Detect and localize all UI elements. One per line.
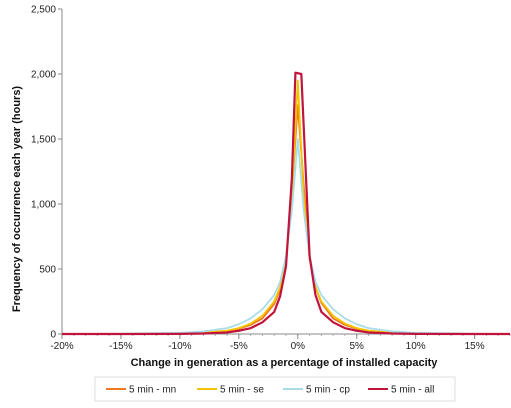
series-line-4 bbox=[62, 71, 510, 336]
x-tick-label: -20% bbox=[50, 341, 73, 352]
y-tick-label: 2,000 bbox=[31, 70, 56, 81]
x-tick-label: 0% bbox=[291, 341, 306, 352]
legend: 5 min - mn 5 min - se 5 min - cp 5 min - al… bbox=[106, 385, 434, 396]
legend-box bbox=[94, 376, 456, 402]
x-tick-label: 15% bbox=[465, 341, 485, 352]
x-tick-label: 5% bbox=[350, 341, 365, 352]
series-line-2 bbox=[62, 79, 510, 335]
series-line-1 bbox=[62, 104, 510, 335]
y-tick-label: 500 bbox=[39, 265, 56, 276]
x-tick-label: 10% bbox=[406, 341, 426, 352]
plot-area: 0 500 1,000 1,500 2,000 2,500 -20% -15% -10% -5% 0… bbox=[31, 5, 511, 352]
y-tick-label: 1,500 bbox=[31, 135, 56, 146]
legend-label: 5 min - se bbox=[220, 385, 264, 396]
series-line-3 bbox=[61, 138, 511, 335]
x-tick-label: -10% bbox=[168, 341, 191, 352]
x-tick-label: -5% bbox=[230, 341, 248, 352]
legend-label: 5 min - all bbox=[391, 385, 434, 396]
y-tick-label: 0 bbox=[50, 330, 56, 341]
y-axis-title: Frequency of occurrence each year (hours… bbox=[11, 86, 23, 313]
legend-label: 5 min - cp bbox=[306, 385, 350, 396]
x-tick-label: -15% bbox=[109, 341, 132, 352]
legend-label: 5 min - mn bbox=[129, 385, 176, 396]
y-tick-label: 2,500 bbox=[31, 5, 56, 16]
x-axis-title: Change in generation as a percentage of … bbox=[131, 357, 439, 369]
y-tick-label: 1,000 bbox=[31, 200, 56, 211]
